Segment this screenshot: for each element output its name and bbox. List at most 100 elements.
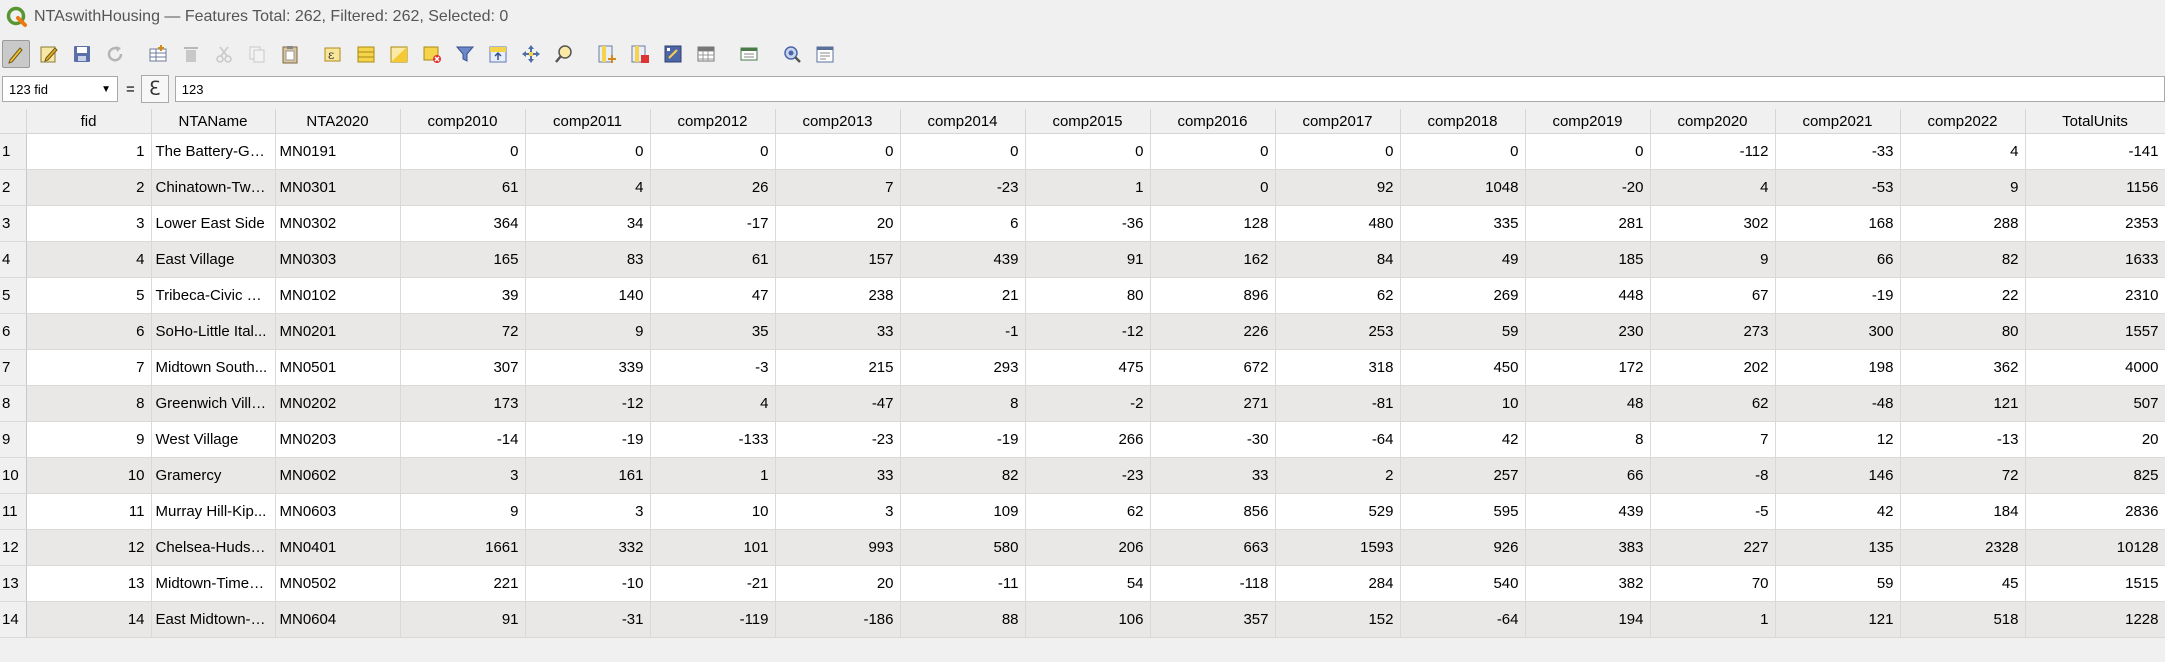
row-header[interactable]: 8 <box>0 385 27 422</box>
row-header[interactable]: 7 <box>0 349 27 386</box>
cell-comp2019[interactable]: 172 <box>1525 349 1651 386</box>
cell-comp2011[interactable]: -12 <box>525 385 651 422</box>
cell-comp2014[interactable]: 293 <box>900 349 1026 386</box>
cell-comp2018[interactable]: 59 <box>1400 313 1526 350</box>
cell-comp2012[interactable]: 101 <box>650 529 776 566</box>
cell-comp2010[interactable]: 221 <box>400 565 526 602</box>
cell-comp2017[interactable]: 92 <box>1275 169 1401 206</box>
cell-comp2019[interactable]: 66 <box>1525 457 1651 494</box>
cell-fid[interactable]: 13 <box>26 565 152 602</box>
cell-comp2018[interactable]: 335 <box>1400 205 1526 242</box>
cell-comp2021[interactable]: 146 <box>1775 457 1901 494</box>
cell-comp2014[interactable]: -11 <box>900 565 1026 602</box>
cell-comp2018[interactable]: -64 <box>1400 601 1526 638</box>
cell-ntaname[interactable]: Chelsea-Hudso... <box>151 529 276 566</box>
table-row[interactable]: 9 9 West Village MN0203 -14 -19 -133 -23 -19 266-… <box>0 421 2165 458</box>
table-row[interactable]: 7 7 Midtown South... MN0501 307 339 -3 215 293 47… <box>0 349 2165 386</box>
cell-nta2020[interactable]: MN0203 <box>275 421 401 458</box>
actions-icon[interactable] <box>778 40 806 68</box>
cell-fid[interactable]: 12 <box>26 529 152 566</box>
cell-comp2015[interactable]: 475 <box>1025 349 1151 386</box>
cell-comp2020[interactable]: 7 <box>1650 421 1776 458</box>
cell-comp2016[interactable]: 33 <box>1150 457 1276 494</box>
cell-comp2015[interactable]: -12 <box>1025 313 1151 350</box>
delete-field-icon[interactable] <box>626 40 654 68</box>
cell-nta2020[interactable]: MN0191 <box>275 133 401 170</box>
cell-comp2013[interactable]: 20 <box>775 565 901 602</box>
column-header-comp2014[interactable]: comp2014 <box>900 109 1026 134</box>
cell-comp2020[interactable]: -5 <box>1650 493 1776 530</box>
cell-comp2012[interactable]: -3 <box>650 349 776 386</box>
cell-comp2016[interactable]: 271 <box>1150 385 1276 422</box>
cell-nta2020[interactable]: MN0301 <box>275 169 401 206</box>
cell-comp2010[interactable]: 3 <box>400 457 526 494</box>
column-header-comp2010[interactable]: comp2010 <box>400 109 526 134</box>
cell-fid[interactable]: 7 <box>26 349 152 386</box>
cell-comp2011[interactable]: -10 <box>525 565 651 602</box>
row-header[interactable]: 10 <box>0 457 27 494</box>
cell-comp2012[interactable]: 0 <box>650 133 776 170</box>
row-header[interactable]: 13 <box>0 565 27 602</box>
cell-comp2014[interactable]: 21 <box>900 277 1026 314</box>
cell-comp2012[interactable]: 10 <box>650 493 776 530</box>
column-header-comp2011[interactable]: comp2011 <box>525 109 651 134</box>
cell-comp2022[interactable]: 45 <box>1900 565 2026 602</box>
corner-header[interactable] <box>0 109 27 134</box>
cell-comp2019[interactable]: 0 <box>1525 133 1651 170</box>
cell-comp2019[interactable]: 230 <box>1525 313 1651 350</box>
field-calculator-icon[interactable] <box>659 40 687 68</box>
cell-fid[interactable]: 3 <box>26 205 152 242</box>
cell-comp2019[interactable]: 194 <box>1525 601 1651 638</box>
cell-fid[interactable]: 11 <box>26 493 152 530</box>
cell-nta2020[interactable]: MN0603 <box>275 493 401 530</box>
cell-comp2022[interactable]: 9 <box>1900 169 2026 206</box>
cell-comp2012[interactable]: -133 <box>650 421 776 458</box>
cell-comp2010[interactable]: 364 <box>400 205 526 242</box>
cell-nta2020[interactable]: MN0501 <box>275 349 401 386</box>
cell-comp2010[interactable]: -14 <box>400 421 526 458</box>
delete-features-icon[interactable] <box>177 40 205 68</box>
cell-comp2010[interactable]: 72 <box>400 313 526 350</box>
cell-fid[interactable]: 4 <box>26 241 152 278</box>
cell-comp2020[interactable]: 4 <box>1650 169 1776 206</box>
cell-comp2011[interactable]: 161 <box>525 457 651 494</box>
cell-comp2018[interactable]: 257 <box>1400 457 1526 494</box>
cell-comp2013[interactable]: 20 <box>775 205 901 242</box>
cell-totalunits[interactable]: 1633 <box>2025 241 2165 278</box>
cell-comp2013[interactable]: 993 <box>775 529 901 566</box>
conditional-formatting-icon[interactable] <box>692 40 720 68</box>
cell-comp2017[interactable]: 529 <box>1275 493 1401 530</box>
cell-comp2010[interactable]: 39 <box>400 277 526 314</box>
cell-comp2013[interactable]: 3 <box>775 493 901 530</box>
cell-comp2013[interactable]: 33 <box>775 457 901 494</box>
column-header-comp2016[interactable]: comp2016 <box>1150 109 1276 134</box>
select-by-expression-icon[interactable]: ε <box>319 40 347 68</box>
table-row[interactable]: 1 1 The Battery-Go... MN0191 0 0 0 0 0 0 0 0 0 0 -112-… <box>0 133 2165 170</box>
table-row[interactable]: 10 10 Gramercy MN0602 3 161 1 33 82 -23 33 2 257 66 -8… <box>0 457 2165 494</box>
cell-comp2011[interactable]: 0 <box>525 133 651 170</box>
cell-nta2020[interactable]: MN0302 <box>275 205 401 242</box>
cell-comp2015[interactable]: -2 <box>1025 385 1151 422</box>
cell-fid[interactable]: 10 <box>26 457 152 494</box>
cell-fid[interactable]: 9 <box>26 421 152 458</box>
cell-comp2021[interactable]: -19 <box>1775 277 1901 314</box>
cell-totalunits[interactable]: 507 <box>2025 385 2165 422</box>
cell-comp2017[interactable]: 84 <box>1275 241 1401 278</box>
cell-comp2010[interactable]: 1661 <box>400 529 526 566</box>
cell-comp2019[interactable]: 382 <box>1525 565 1651 602</box>
cell-nta2020[interactable]: MN0303 <box>275 241 401 278</box>
cell-comp2020[interactable]: 273 <box>1650 313 1776 350</box>
cell-comp2020[interactable]: 62 <box>1650 385 1776 422</box>
table-row[interactable]: 4 4 East Village MN0303 165 83 61 157 439 91 162 84… <box>0 241 2165 278</box>
cell-totalunits[interactable]: 2836 <box>2025 493 2165 530</box>
cell-comp2013[interactable]: -23 <box>775 421 901 458</box>
cell-comp2013[interactable]: -186 <box>775 601 901 638</box>
cell-comp2014[interactable]: 8 <box>900 385 1026 422</box>
cell-comp2022[interactable]: 82 <box>1900 241 2026 278</box>
cell-comp2017[interactable]: 62 <box>1275 277 1401 314</box>
cell-nta2020[interactable]: MN0102 <box>275 277 401 314</box>
cell-comp2022[interactable]: 362 <box>1900 349 2026 386</box>
table-row[interactable]: 11 11 Murray Hill-Kip... MN0603 9 3 10 3 109 62 85… <box>0 493 2165 530</box>
cut-icon[interactable] <box>210 40 238 68</box>
cell-comp2015[interactable]: -36 <box>1025 205 1151 242</box>
